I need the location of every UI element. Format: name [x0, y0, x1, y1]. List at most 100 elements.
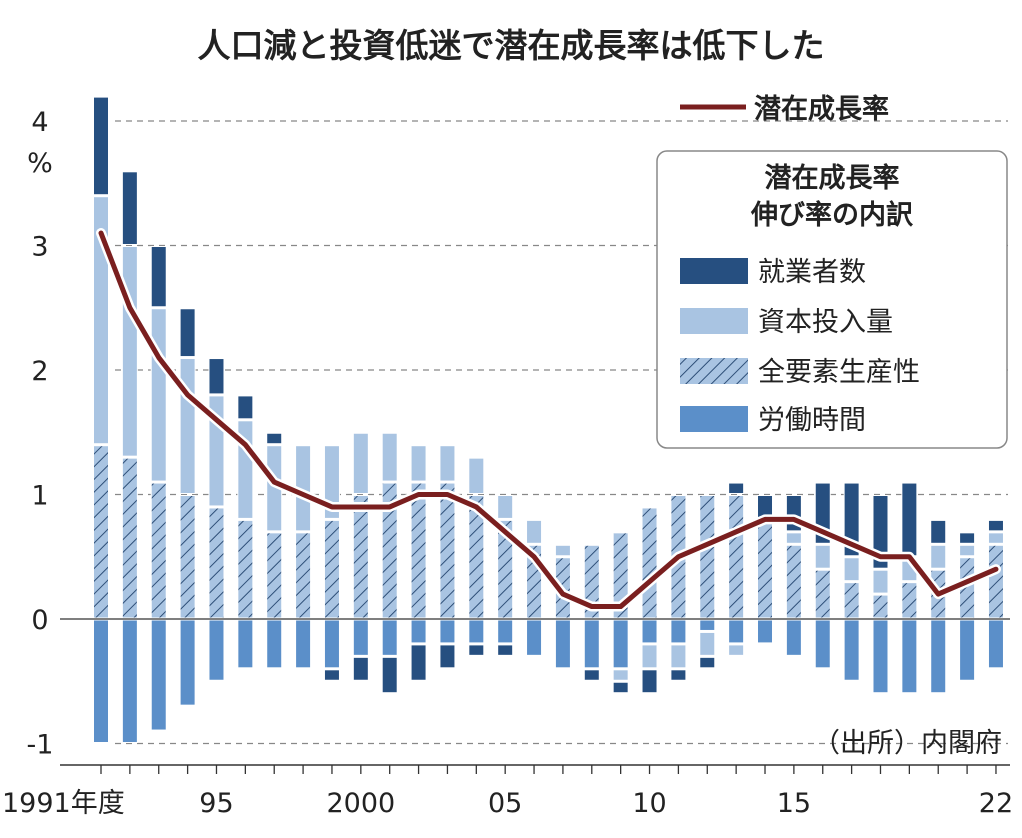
bar-light [554, 544, 571, 557]
bar-hatched [150, 482, 167, 619]
bar-dark [930, 519, 947, 544]
bar-light [728, 644, 745, 656]
bar-hatched [987, 544, 1004, 619]
legend-label-tfp: 全要素生産性 [758, 357, 920, 388]
bar-hatched [93, 445, 109, 619]
bar-light [93, 196, 109, 445]
bar-light [699, 631, 716, 656]
bar-dark [352, 656, 369, 681]
bar-medium [526, 619, 543, 656]
bar-hatched [641, 507, 658, 619]
bar-medium [323, 619, 340, 669]
bar-light [410, 445, 427, 482]
bar-hatched [179, 495, 196, 619]
bar-light [987, 532, 1004, 544]
bar-hatched [728, 495, 745, 619]
legend-swatch-employment [680, 258, 748, 284]
bar-medium [987, 619, 1004, 669]
bar-dark [987, 519, 1004, 532]
bar-medium [785, 619, 802, 656]
bar-medium [959, 619, 976, 681]
bar-dark [670, 669, 687, 681]
bar-light [670, 644, 687, 669]
legend-swatch-capital [680, 308, 748, 334]
bar-dark [699, 656, 716, 669]
bar-light [930, 544, 947, 569]
bar-dark [901, 482, 918, 557]
y-tick-label: 1 [31, 481, 48, 512]
bar-light [121, 246, 138, 457]
legend-title-1: 潜在成長率 [765, 162, 900, 194]
bar-medium [670, 619, 687, 644]
bar-hatched [612, 532, 629, 619]
bar-medium [121, 619, 138, 743]
x-tick-label: 15 [777, 788, 811, 819]
potential-growth-line [98, 230, 999, 610]
bar-light [526, 519, 543, 544]
bar-dark [612, 681, 629, 694]
bar-medium [150, 619, 167, 731]
bar-light [179, 358, 196, 494]
bar-light [381, 432, 398, 482]
bar-hatched [439, 482, 456, 619]
bar-hatched [410, 482, 427, 619]
bar-light [468, 457, 485, 494]
y-axis-unit: % [27, 148, 53, 179]
line-legend-label: 潜在成長率 [754, 93, 889, 125]
line-legend: 潜在成長率 [680, 93, 889, 125]
bar-medium [208, 619, 225, 681]
source-note: （出所）内閣府 [813, 728, 1002, 759]
legend-swatch-tfp [680, 358, 748, 384]
bar-medium [179, 619, 196, 706]
bar-light [497, 495, 514, 519]
y-tick-label: 3 [31, 232, 48, 263]
legend-box: 潜在成長率 伸び率の内訳 就業者数 資本投入量 全要素生産性 労働時間 [656, 150, 1008, 449]
bar-dark [121, 171, 138, 245]
x-tick-label: 95 [199, 788, 233, 819]
bar-medium [872, 619, 889, 694]
bar-medium [468, 619, 485, 644]
bar-hatched [208, 507, 225, 619]
bar-medium [497, 619, 514, 644]
bar-medium [757, 619, 774, 644]
x-tick-label: 2000 [326, 788, 395, 819]
bar-medium [381, 619, 398, 656]
bar-medium [554, 619, 571, 669]
bar-medium [352, 619, 369, 656]
bar-hatched [814, 569, 831, 619]
legend-label-hours: 労働時間 [758, 405, 866, 436]
bar-hatched [699, 495, 716, 619]
bar-light [641, 644, 658, 669]
y-tick-label: 4 [31, 107, 48, 138]
x-tick-label: 10 [632, 788, 666, 819]
bar-medium [699, 619, 716, 631]
bar-dark [959, 532, 976, 544]
bar-medium [583, 619, 600, 669]
bar-dark [266, 432, 283, 445]
legend-label-employment: 就業者数 [758, 257, 866, 288]
bar-hatched [757, 519, 774, 619]
bar-dark [237, 395, 254, 420]
bar-hatched [323, 519, 340, 619]
legend-title-2: 伸び率の内訳 [750, 199, 914, 231]
bar-medium [901, 619, 918, 694]
bar-medium [930, 619, 947, 694]
bar-medium [266, 619, 283, 669]
legend-swatch-hours [680, 406, 748, 432]
x-tick-label: 1991年度 [2, 788, 125, 819]
bar-medium [295, 619, 312, 669]
bar-hatched [121, 457, 138, 619]
x-tick-label: 22 [979, 788, 1013, 819]
bar-dark [381, 656, 398, 694]
bar-dark [439, 644, 456, 669]
legend-label-capital: 資本投入量 [758, 307, 893, 338]
bar-light [352, 432, 369, 494]
bar-dark [179, 308, 196, 358]
bar-medium [612, 619, 629, 669]
bar-dark [641, 669, 658, 694]
bar-hatched [901, 582, 918, 619]
bar-hatched [295, 532, 312, 619]
bar-light [612, 669, 629, 681]
bar-dark [497, 644, 514, 656]
